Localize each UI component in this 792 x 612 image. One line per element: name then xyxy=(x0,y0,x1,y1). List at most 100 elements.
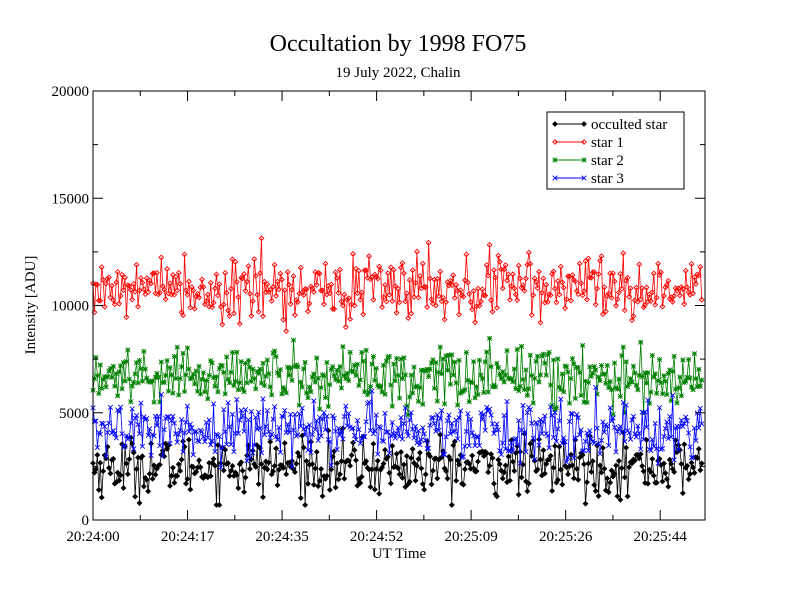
data-point xyxy=(179,417,185,423)
data-point xyxy=(443,299,449,306)
data-point xyxy=(274,437,281,443)
data-point xyxy=(430,414,436,421)
data-point xyxy=(579,342,586,349)
data-point xyxy=(401,355,407,361)
data-point xyxy=(473,434,480,440)
data-point xyxy=(228,467,234,474)
data-point xyxy=(683,378,689,384)
data-point xyxy=(662,378,669,384)
data-point xyxy=(102,423,108,430)
data-point xyxy=(100,421,106,427)
data-point xyxy=(667,367,673,373)
data-point xyxy=(240,413,246,419)
data-point xyxy=(601,465,608,472)
data-point xyxy=(437,431,444,438)
data-point xyxy=(290,427,297,433)
data-point xyxy=(478,410,484,416)
data-point xyxy=(409,390,416,396)
data-point xyxy=(328,466,335,473)
data-point xyxy=(113,371,119,377)
data-point xyxy=(579,292,586,299)
data-point xyxy=(334,460,341,467)
data-point xyxy=(388,382,394,388)
data-point xyxy=(597,377,603,384)
data-point xyxy=(423,437,429,444)
data-point xyxy=(104,374,111,380)
data-point xyxy=(661,433,667,439)
data-point xyxy=(192,429,198,435)
data-point xyxy=(400,461,407,468)
data-point xyxy=(419,481,426,487)
data-point xyxy=(614,493,621,500)
data-point xyxy=(215,292,221,299)
data-point xyxy=(328,281,335,288)
data-point xyxy=(193,368,199,374)
data-point xyxy=(346,377,352,384)
data-point xyxy=(303,424,310,430)
data-point xyxy=(180,350,186,356)
data-point xyxy=(189,425,195,431)
data-point xyxy=(609,418,615,424)
data-point xyxy=(619,353,625,359)
data-point xyxy=(482,359,488,365)
data-point xyxy=(541,470,548,477)
data-point xyxy=(160,453,166,459)
data-point xyxy=(517,275,524,282)
data-point xyxy=(184,403,191,409)
data-point xyxy=(297,264,304,271)
data-point xyxy=(100,468,107,475)
data-point xyxy=(222,429,228,435)
data-point xyxy=(602,308,609,315)
data-point xyxy=(469,430,475,436)
data-point xyxy=(372,377,378,384)
data-point xyxy=(329,305,336,312)
data-point xyxy=(602,487,609,494)
data-point xyxy=(585,447,592,454)
data-point xyxy=(662,425,669,432)
data-point xyxy=(447,431,454,437)
data-point xyxy=(289,286,295,293)
data-point xyxy=(424,304,431,311)
data-point xyxy=(691,274,698,281)
data-point xyxy=(463,349,469,356)
data-point xyxy=(524,392,531,398)
data-point xyxy=(242,474,249,481)
data-point xyxy=(554,476,561,483)
data-point xyxy=(280,316,287,323)
data-point xyxy=(156,289,163,296)
data-point xyxy=(97,459,104,466)
data-point xyxy=(547,452,554,459)
data-point xyxy=(688,384,695,390)
data-point xyxy=(599,444,606,451)
data-point xyxy=(148,280,155,287)
data-point xyxy=(194,388,201,394)
data-point xyxy=(562,363,568,369)
data-point xyxy=(421,486,428,493)
data-point xyxy=(453,281,460,288)
data-point xyxy=(94,444,100,451)
data-point xyxy=(371,486,378,493)
data-point xyxy=(281,440,288,447)
data-point xyxy=(388,433,394,439)
data-point xyxy=(165,290,172,297)
data-point xyxy=(251,375,257,382)
data-point xyxy=(694,384,700,390)
data-point xyxy=(292,312,298,318)
data-point xyxy=(408,372,414,378)
data-point xyxy=(640,304,647,311)
data-point xyxy=(377,267,384,274)
data-point xyxy=(414,248,420,255)
data-point xyxy=(515,491,522,498)
data-point xyxy=(190,464,197,470)
data-point xyxy=(428,296,435,303)
data-point xyxy=(233,472,240,478)
data-point xyxy=(290,337,297,343)
data-point xyxy=(280,384,286,391)
data-point xyxy=(427,366,433,372)
data-point xyxy=(271,404,278,410)
data-point xyxy=(483,450,490,457)
data-point xyxy=(94,372,100,379)
data-point xyxy=(552,409,558,416)
data-point xyxy=(180,449,186,455)
data-point xyxy=(93,418,99,424)
